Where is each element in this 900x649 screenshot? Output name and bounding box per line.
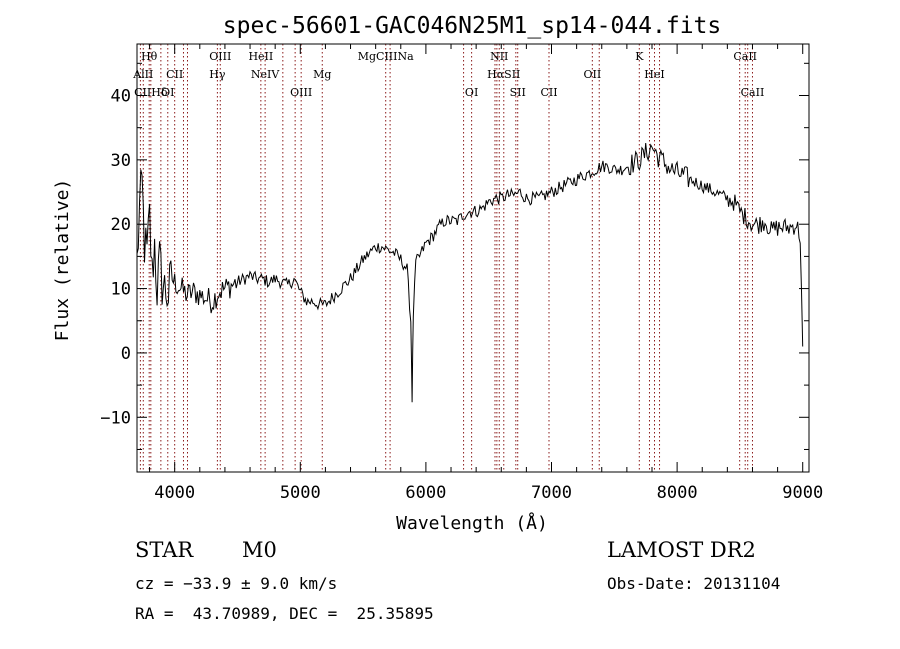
x-axis: 4000 5000 6000 7000 8000 9000 <box>149 44 823 503</box>
y-tick-label-4: 30 <box>111 151 131 171</box>
line-label-bottom-2: OIII <box>290 86 312 99</box>
line-label-bottom-5: CII <box>540 86 557 99</box>
line-label-top-5: K <box>635 50 644 63</box>
line-label-middle-5: HαSII <box>487 68 520 81</box>
emission-line-labels: Hθ OIII HeII MgCIIINa NII K CaII AlII CII Hγ NeIV M… <box>132 50 764 99</box>
plot-frame <box>136 43 810 473</box>
line-label-bottom-3: OI <box>465 86 478 99</box>
x-tick-label-3: 7000 <box>531 483 572 503</box>
y-tick-label-0: −10 <box>100 408 131 428</box>
y-axis: −10 0 10 20 30 40 <box>100 62 809 450</box>
line-label-middle-6: OII <box>583 68 601 81</box>
chart-title: spec-56601-GAC046N25M1_sp14-044.fits <box>223 13 722 39</box>
x-tick-label-0: 4000 <box>154 483 195 503</box>
obs-date: Obs-Date: 20131104 <box>607 574 781 593</box>
line-label-top-2: HeII <box>248 50 273 63</box>
velocity-readout: cz = −33.9 ± 9.0 km/s <box>135 574 338 593</box>
y-tick-label-3: 20 <box>111 215 131 235</box>
x-tick-label-1: 5000 <box>280 483 321 503</box>
object-class: STAR <box>135 538 194 562</box>
y-tick-label-1: 0 <box>121 344 131 364</box>
line-label-middle-4: Mg <box>313 68 331 81</box>
y-tick-label-2: 10 <box>111 280 131 300</box>
y-tick-label-5: 40 <box>111 86 131 106</box>
x-tick-label-4: 8000 <box>657 483 698 503</box>
line-label-top-1: OIII <box>209 50 231 63</box>
survey-label: LAMOST DR2 <box>607 538 756 562</box>
line-label-middle-2: Hγ <box>209 68 226 81</box>
y-axis-label: Flux (relative) <box>52 179 73 342</box>
spectrum-line <box>136 142 804 403</box>
line-label-bottom-4: SII <box>510 86 526 99</box>
line-label-bottom-6: CaII <box>741 86 765 99</box>
emission-line-markers <box>139 44 753 472</box>
line-label-top-0: Hθ <box>141 50 158 63</box>
line-label-top-4: NII <box>490 50 508 63</box>
x-tick-label-2: 6000 <box>405 483 446 503</box>
line-label-middle-0: AlII <box>132 68 153 81</box>
line-label-middle-7: HeI <box>644 68 664 81</box>
line-label-top-3: MgCIIINa <box>358 50 414 63</box>
object-subclass: M0 <box>242 538 277 562</box>
x-axis-label: Wavelength (Å) <box>396 512 548 534</box>
line-label-bottom-1: OI <box>161 86 174 99</box>
x-tick-label-5: 9000 <box>782 483 823 503</box>
line-label-top-6: CaII <box>733 50 757 63</box>
line-label-middle-3: NeIV <box>251 68 280 81</box>
line-label-middle-1: CII <box>166 68 183 81</box>
coordinates: RA = 43.70989, DEC = 25.35895 <box>135 604 434 623</box>
